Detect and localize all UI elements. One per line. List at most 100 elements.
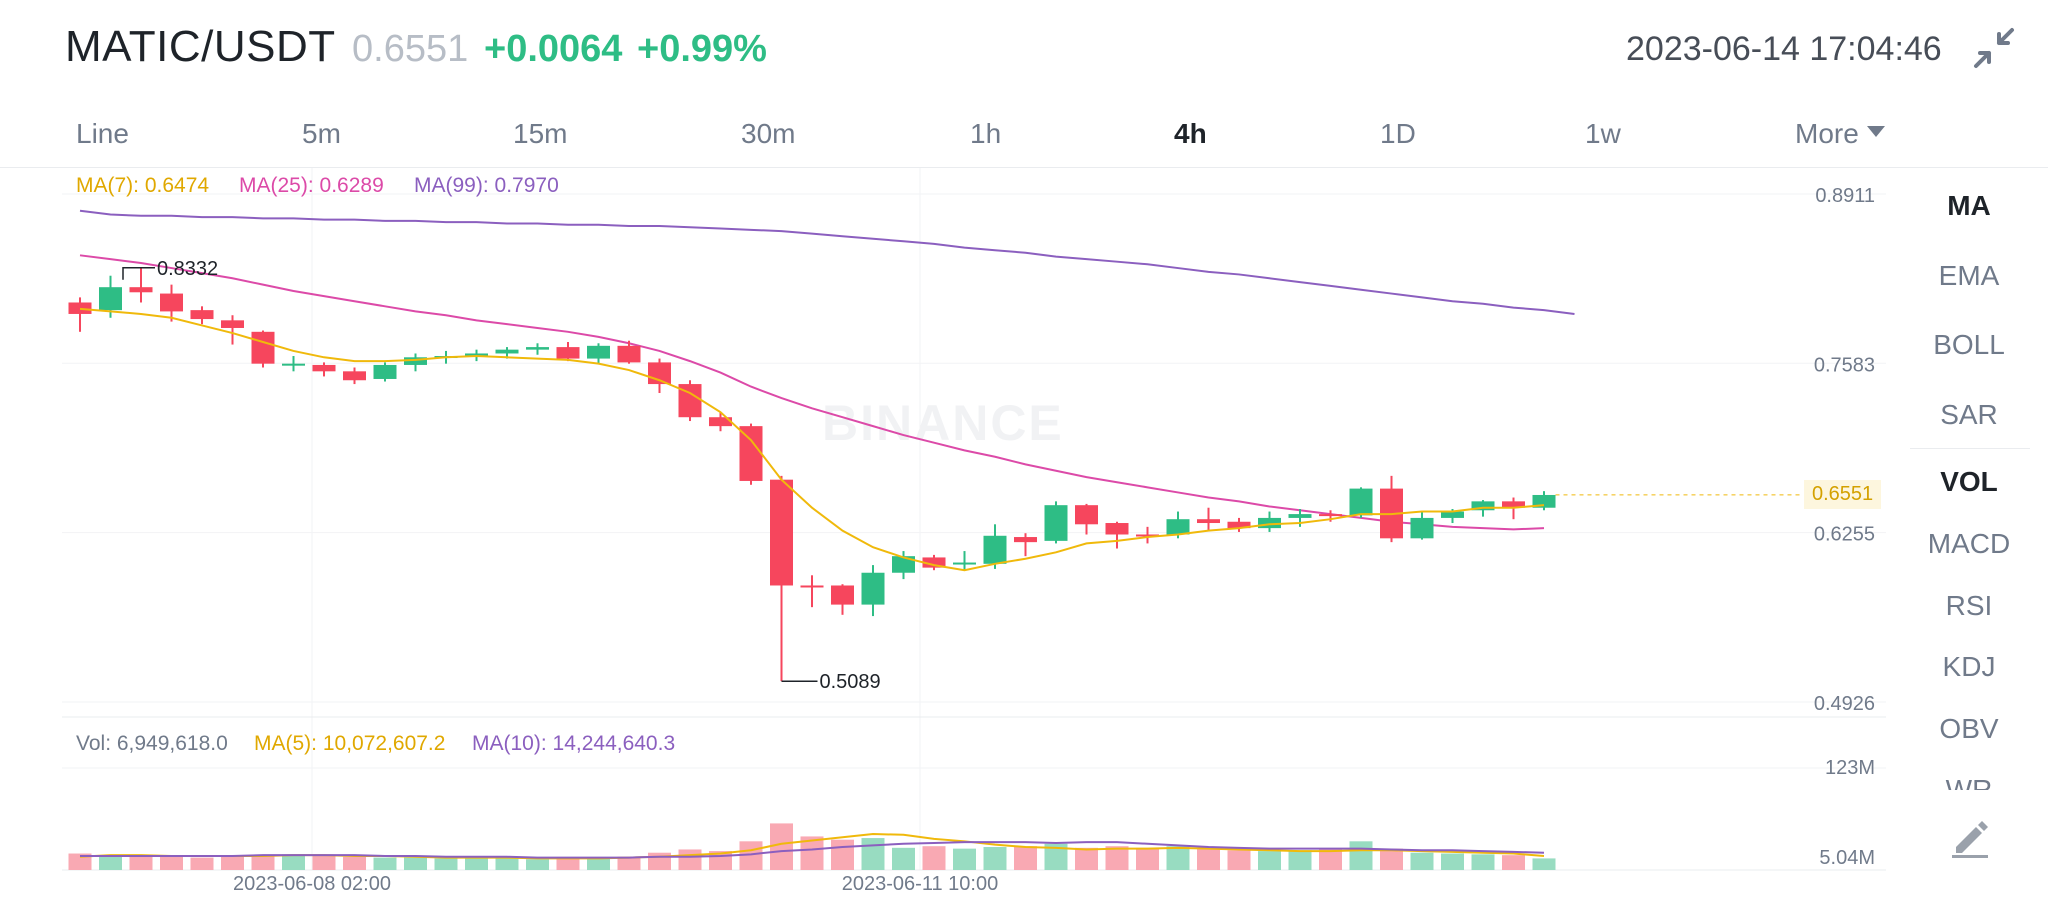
candle-body	[1471, 501, 1495, 511]
volume-bar	[1319, 849, 1342, 870]
volume-bar	[1502, 855, 1525, 870]
indicator-ma[interactable]: MA	[1947, 190, 1991, 221]
volume-bar	[648, 852, 671, 870]
candle-body	[129, 287, 153, 293]
candle-body	[160, 293, 183, 312]
ma99-line	[79, 209, 1575, 315]
candle-body	[861, 572, 885, 605]
legend-ma25: MA(25): 0.6289	[239, 174, 384, 197]
candle-body	[831, 585, 854, 605]
volume-bar	[1166, 846, 1190, 870]
volume-bar	[404, 857, 427, 870]
volume-bar	[251, 855, 275, 870]
indicator-obv[interactable]: OBV	[1939, 713, 1999, 744]
indicator-kdj[interactable]: KDJ	[1942, 651, 1996, 682]
legend-ma7: MA(7): 0.6474	[76, 174, 210, 197]
header: MATIC/USDT 0.6551 +0.0064 +0.99% 2023-06…	[0, 0, 2048, 110]
candle-body	[1136, 534, 1159, 537]
tab-line[interactable]: Line	[76, 118, 129, 149]
volume-bar	[373, 857, 397, 870]
indicator-wr[interactable]: WR	[1945, 774, 1993, 790]
candle-body	[1075, 505, 1098, 525]
candle-body	[404, 357, 427, 365]
volume-bar	[678, 849, 702, 870]
volume-bar	[465, 858, 488, 870]
volume-bar	[312, 855, 336, 870]
volume-bar	[922, 846, 946, 870]
candle-body	[312, 364, 336, 372]
indicator-sar[interactable]: SAR	[1940, 399, 1998, 430]
volume-bar	[282, 854, 305, 870]
candle-body	[373, 364, 397, 379]
volume-bar	[190, 857, 214, 870]
low-annotation: 0.5089	[820, 671, 881, 693]
candle-body	[922, 557, 946, 568]
candle-body	[709, 417, 732, 427]
candle-body	[770, 479, 793, 586]
price-change: +0.0064	[484, 28, 623, 70]
candle-body	[1105, 523, 1129, 535]
last-price: 0.6551	[352, 28, 469, 70]
volume-bar	[800, 836, 824, 870]
tab-1d[interactable]: 1D	[1380, 118, 1416, 149]
indicator-boll[interactable]: BOLL	[1933, 329, 2005, 360]
collapse-icon[interactable]	[1972, 26, 2020, 74]
indicator-ema[interactable]: EMA	[1938, 260, 2000, 291]
candle-body	[190, 310, 214, 320]
volume-bar	[892, 847, 915, 870]
candle-body	[1441, 511, 1464, 518]
price-chart[interactable]: 0.8911 0.7583 0.6255 0.4926 123M 5.04M 2023-06…	[0, 0, 1900, 922]
tabs-divider	[0, 167, 2048, 168]
volume-bar	[1044, 843, 1068, 870]
tab-4h[interactable]: 4h	[1174, 118, 1207, 149]
volume-ma10-line	[80, 841, 1545, 859]
candle-body	[526, 347, 549, 350]
volume-bar	[831, 839, 854, 870]
candle-body	[1502, 501, 1525, 508]
legend-ma99: MA(99): 0.7970	[414, 174, 559, 197]
tab-1w[interactable]: 1w	[1585, 118, 1621, 149]
volume-bar	[1471, 854, 1495, 870]
indicator-vol[interactable]: VOL	[1940, 466, 1998, 497]
tab-1h[interactable]: 1h	[970, 118, 1002, 149]
volume-bar	[1258, 851, 1281, 870]
volume-bar	[495, 858, 519, 870]
tab-more-label: More	[1795, 118, 1859, 149]
volume-bar	[526, 859, 549, 870]
indicator-rsi[interactable]: RSI	[1945, 590, 1993, 621]
candle-body	[1532, 494, 1556, 508]
volume-bar	[1136, 847, 1159, 870]
volume-bar	[68, 853, 92, 870]
legend-vol: Vol: 6,949,618.0	[76, 732, 228, 755]
volume-axis-label: 5.04M	[1819, 847, 1875, 869]
price-axis-label: 0.8911	[1815, 185, 1875, 207]
candle-body	[556, 347, 580, 359]
candle-body	[1197, 519, 1220, 524]
volume-bar	[1014, 846, 1037, 870]
volume-bar	[160, 855, 183, 870]
indicator-list: MA EMA BOLL SAR VOL MACD RSI KDJ OBV WR	[1900, 180, 2038, 790]
candle-body	[495, 349, 519, 354]
tab-15m[interactable]: 15m	[513, 118, 568, 149]
volume-bar	[1410, 852, 1434, 870]
indicator-macd[interactable]: MACD	[1927, 528, 2011, 559]
candle-body	[251, 331, 275, 364]
caret-down-icon	[1866, 126, 1885, 138]
candle-body	[1014, 537, 1037, 543]
pencil-icon[interactable]	[1948, 815, 1992, 859]
ma7-line	[79, 307, 1545, 572]
volume-axis-label: 123M	[1825, 757, 1875, 779]
candle-body	[1410, 517, 1434, 539]
current-price-tag: 0.6551	[1804, 479, 1882, 509]
candle-body	[465, 353, 488, 357]
volume-bar	[770, 823, 793, 870]
tab-5m[interactable]: 5m	[302, 118, 341, 149]
high-annotation: 0.8332	[157, 258, 218, 280]
legend-vol-ma10: MA(10): 14,244,640.3	[472, 732, 676, 755]
time-axis-label: 2023-06-08 02:00	[233, 873, 391, 895]
tab-30m[interactable]: 30m	[741, 118, 796, 149]
volume-bar	[587, 858, 610, 870]
candle-body	[739, 426, 763, 481]
volume-bar	[434, 858, 458, 870]
tab-more[interactable]: More	[1795, 118, 1885, 150]
